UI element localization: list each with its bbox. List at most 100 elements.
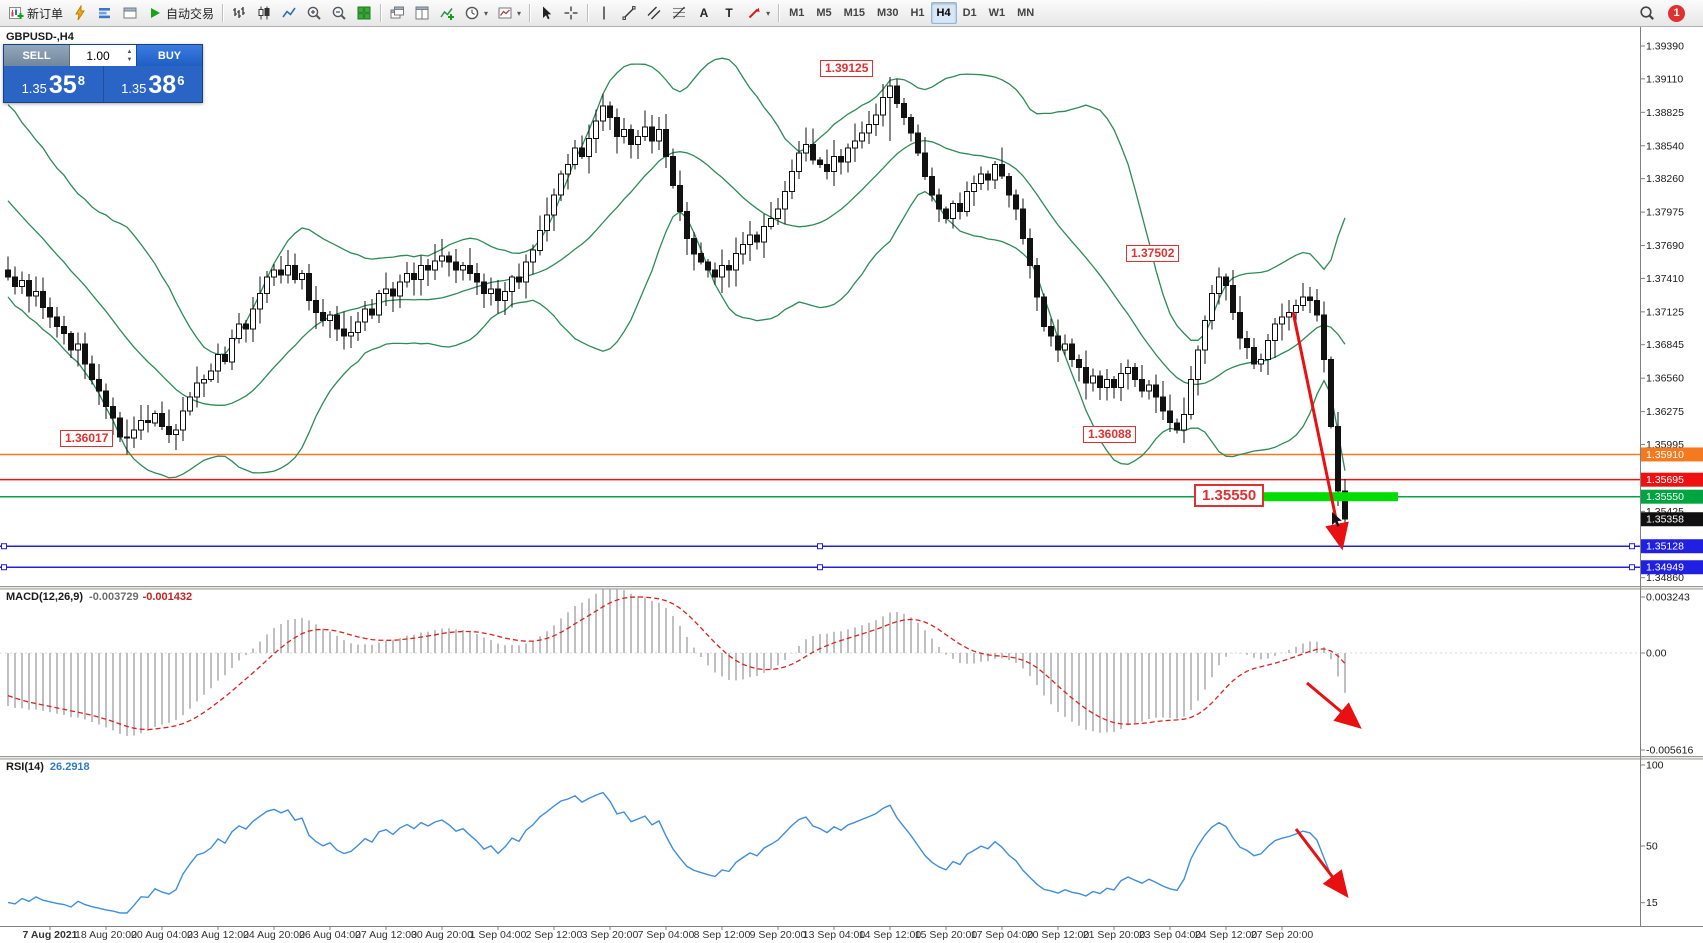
arrow-tool-icon [748, 7, 760, 19]
candle-body [306, 273, 312, 302]
cascade-windows-button[interactable] [385, 2, 409, 24]
bar-chart-button[interactable] [227, 2, 251, 24]
candle-body [1342, 490, 1348, 520]
candle-body [439, 255, 445, 262]
candle-body [908, 117, 914, 134]
candle-body [572, 147, 578, 166]
line-handle[interactable] [1629, 543, 1635, 550]
candle-body [145, 419, 151, 424]
sell-price-sup: 8 [77, 73, 85, 88]
templates-button[interactable]: ▾ [493, 2, 525, 24]
autotrade-button[interactable]: 自动交易 [143, 2, 218, 24]
line-chart-button[interactable] [277, 2, 301, 24]
price-tick: 1.37975 [1646, 207, 1684, 219]
candle-body [1146, 384, 1152, 392]
timeframe-m30[interactable]: M30 [871, 2, 904, 24]
timeframe-d1[interactable]: D1 [957, 2, 983, 24]
crosshair-button[interactable] [559, 2, 583, 24]
candle-body [719, 265, 725, 278]
volume-up-button[interactable]: ▲ [126, 48, 133, 55]
trend-arrow[interactable] [1294, 828, 1349, 898]
price-callout[interactable]: 1.36088 [1083, 426, 1137, 443]
bars-blue-icon [99, 8, 111, 19]
label-button[interactable]: T [717, 2, 741, 24]
text-button[interactable]: A [692, 2, 716, 24]
price-callout[interactable]: 1.35550 [1194, 484, 1265, 507]
sell-button[interactable]: SELL [4, 45, 70, 66]
panel-separator[interactable] [0, 586, 1703, 589]
line-handle[interactable] [1, 564, 7, 571]
candle-body [565, 164, 571, 175]
volume-spin: ▲ ▼ [124, 46, 135, 65]
tile-windows-button[interactable] [352, 2, 376, 24]
time-axis[interactable] [0, 927, 1703, 943]
tile-icon [415, 6, 429, 20]
candle-body [257, 293, 263, 310]
candle-body [96, 378, 102, 392]
volume-down-button[interactable]: ▼ [126, 56, 133, 63]
candle-body [1314, 300, 1320, 316]
time-label: 27 Aug 12:00 [355, 929, 417, 941]
price-callout[interactable]: 1.36017 [60, 430, 114, 447]
candle-body [817, 159, 823, 166]
candle-body [1111, 378, 1117, 388]
candle-body [19, 280, 25, 288]
new-order-button[interactable]: 新订单 [4, 2, 67, 24]
candle-chart-button[interactable] [252, 2, 276, 24]
timeframe-m15[interactable]: M15 [838, 2, 871, 24]
timeframe-m1[interactable]: M1 [783, 2, 810, 24]
rsi-axis-tick: 50 [1646, 841, 1658, 853]
search-button[interactable] [1635, 2, 1659, 24]
time-label: 2 Sep 12:00 [526, 929, 583, 941]
periods-button[interactable]: ▾ [460, 2, 492, 24]
fibonacci-button[interactable] [667, 2, 691, 24]
candle-body [1041, 296, 1047, 328]
notifications-badge[interactable]: 1 [1668, 4, 1685, 22]
candle-body [810, 144, 816, 161]
zoom-in-button[interactable] [302, 2, 326, 24]
trend-arrow[interactable] [1291, 311, 1349, 551]
candle-body [208, 370, 214, 380]
sell-price[interactable]: 1.35 35 8 [4, 66, 104, 102]
line-handle[interactable] [1629, 564, 1635, 571]
tile-horizontal-button[interactable] [410, 2, 434, 24]
buy-button[interactable]: BUY [136, 45, 202, 66]
candle-body [901, 103, 907, 119]
timeframe-mn[interactable]: MN [1011, 2, 1040, 24]
timeframe-m5[interactable]: M5 [810, 2, 837, 24]
data-window-button[interactable] [118, 2, 142, 24]
candle-body [684, 211, 690, 239]
candle-body [1174, 422, 1180, 431]
volume-input[interactable] [70, 45, 136, 66]
vertical-line-button[interactable] [592, 2, 616, 24]
market-watch-button[interactable] [93, 2, 117, 24]
play-icon [151, 8, 161, 18]
volume-stepper[interactable]: ▲ ▼ [70, 45, 136, 66]
timeframe-h1[interactable]: H1 [904, 2, 930, 24]
label-icon: T [725, 6, 733, 20]
zoom-in-icon [307, 6, 321, 20]
cursor-button[interactable] [534, 2, 558, 24]
candle-body [5, 269, 11, 278]
trendline-button[interactable] [617, 2, 641, 24]
line-handle[interactable] [817, 543, 823, 550]
indicators-button[interactable] [435, 2, 459, 24]
buy-price[interactable]: 1.35 38 6 [104, 66, 203, 102]
candle-body [831, 155, 837, 173]
line-handle[interactable] [817, 564, 823, 571]
line-handle[interactable] [1, 543, 7, 550]
panel-separator[interactable] [0, 756, 1703, 759]
price-callout[interactable]: 1.39125 [820, 60, 874, 77]
candle-body [740, 243, 746, 255]
zoom-out-button[interactable] [327, 2, 351, 24]
trend-arrow[interactable] [1306, 681, 1362, 729]
channel-button[interactable] [642, 2, 666, 24]
arrows-button[interactable]: ▾ [742, 2, 774, 24]
timeframe-h4[interactable]: H4 [930, 2, 957, 24]
mql5-button[interactable] [68, 2, 92, 24]
price-callout[interactable]: 1.37502 [1126, 245, 1180, 262]
toolbar-separator [778, 4, 780, 22]
timeframe-w1[interactable]: W1 [983, 2, 1012, 24]
candle-body [964, 191, 970, 212]
